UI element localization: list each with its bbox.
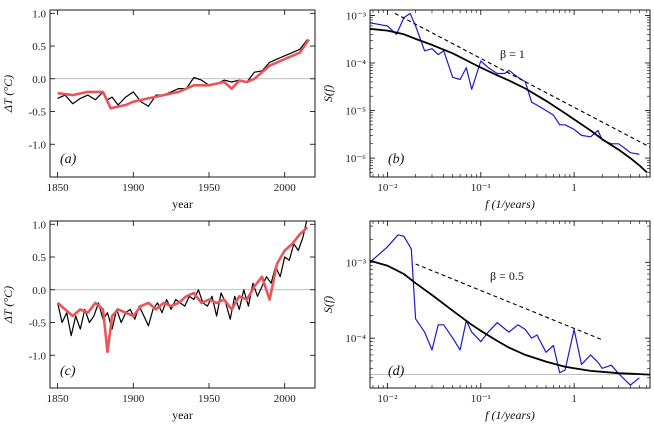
series-group [370,234,650,386]
smoothed-line [56,226,309,354]
periodogram-line [370,12,640,155]
panel-label: (b) [388,152,405,167]
chart-panel-d: 10⁻² 10⁻¹ 1 10⁻⁴ 10⁻³ f (1/years) S(f) (d) β = 0… [321,220,651,422]
panel-label: (a) [60,152,77,167]
x-tick-label: 1 [571,182,577,194]
x-tick-label: 1850 [47,182,70,194]
x-tick-label: 1900 [122,182,145,194]
x-tick-label: 1 [571,393,577,405]
temperature-line [57,39,308,107]
x-tick-label: 10⁻² [377,393,398,405]
x-tick-label: 1950 [198,393,221,405]
y-tick-label: -0.5 [29,107,47,119]
y-tick-label: 10⁻⁶ [345,153,366,165]
panel-label: (c) [60,364,76,379]
series-group [56,221,309,354]
y-tick-label: 10⁻⁴ [345,58,366,70]
x-tick-label: 2000 [274,182,297,194]
plot-frame [369,9,651,178]
x-axis-label: f (1/years) [485,197,535,211]
model-fit-line [370,259,650,376]
model-fit-line [370,28,648,174]
x-tick-label: 2000 [274,393,297,405]
x-tick-label: 1900 [122,393,145,405]
y-axis-label: ΔT (°C) [1,286,15,324]
y-axis-label: ΔT (°C) [1,75,15,113]
x-tick-label: 10⁻¹ [471,393,491,405]
periodogram-line [370,234,640,386]
beta-annotation: β = 0.5 [490,269,524,283]
plot-frame [49,220,316,389]
y-tick-label: 0.5 [32,252,46,264]
y-tick-label: 1.0 [32,219,46,231]
y-tick-label: 0.0 [32,74,46,86]
series-group [370,12,650,174]
y-tick-label: 10⁻⁴ [345,333,366,345]
y-tick-label: -1.0 [29,350,47,362]
plot-frame [369,220,651,389]
y-tick-label: -1.0 [29,139,47,151]
y-tick-label: 10⁻³ [346,10,367,22]
x-axis-label: year [172,408,193,422]
x-tick-label: 10⁻¹ [471,182,491,194]
x-axis-label: f (1/years) [485,408,535,422]
panel-label: (d) [388,364,405,379]
y-tick-label: -0.5 [29,318,47,330]
chart-panel-b: 10⁻² 10⁻¹ 1 10⁻⁶ 10⁻⁵ 10⁻⁴ 10⁻³ f (1/years) S(f)… [321,9,651,211]
y-tick-label: 10⁻⁵ [345,106,366,118]
x-tick-label: 1950 [198,182,221,194]
chart-panel-a: 1850 1900 1950 2000 -1.0 -0.5 0.0 0.5 1.0 year ΔT … [1,8,316,211]
x-tick-label: 10⁻² [377,182,398,194]
y-axis-label: S(f) [321,296,335,313]
series-group [57,38,310,110]
y-tick-label: 1.0 [32,8,46,20]
beta-annotation: β = 1 [500,47,525,61]
reference-slope-line [415,263,603,341]
x-axis-label: year [172,197,193,211]
temperature-line [57,221,308,337]
chart-panel-c: 1850 1900 1950 2000 -1.0 -0.5 0.0 0.5 1.0 year ΔT … [1,219,316,422]
y-tick-label: 0.5 [32,41,46,53]
y-axis-label: S(f) [321,85,335,102]
plot-frame [49,9,316,178]
reference-slope-line [394,12,650,148]
y-tick-label: 0.0 [32,285,46,297]
smoothed-line [57,38,310,110]
x-tick-label: 1850 [47,393,70,405]
y-tick-label: 10⁻³ [346,257,367,269]
